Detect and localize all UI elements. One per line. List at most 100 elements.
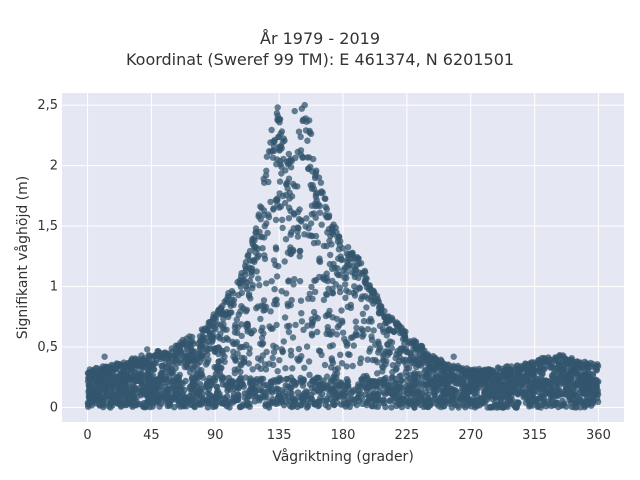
data-point: [196, 381, 204, 388]
data-point: [333, 331, 341, 338]
data-point: [318, 221, 325, 228]
data-point: [435, 362, 442, 369]
data-point: [551, 376, 558, 384]
data-point: [370, 327, 377, 334]
data-point: [294, 355, 301, 362]
data-point: [318, 397, 326, 404]
data-point: [177, 379, 184, 387]
data-point: [101, 393, 109, 401]
data-point: [583, 378, 590, 386]
data-point: [581, 403, 588, 411]
data-point: [132, 356, 140, 364]
data-point: [236, 403, 244, 411]
data-point: [296, 206, 303, 213]
data-point: [343, 363, 350, 370]
data-point: [266, 323, 273, 330]
data-point: [142, 364, 149, 371]
data-point: [296, 253, 303, 260]
data-point: [543, 403, 550, 410]
data-point: [322, 195, 329, 202]
data-point: [116, 384, 123, 391]
data-point: [204, 351, 211, 358]
data-point: [206, 391, 213, 398]
data-point: [238, 289, 245, 297]
data-point: [364, 326, 372, 333]
data-point: [450, 353, 457, 360]
data-point: [304, 389, 311, 396]
data-point: [398, 377, 405, 384]
data-point: [323, 291, 331, 298]
data-point: [150, 391, 157, 398]
data-point: [257, 216, 264, 223]
data-point: [473, 371, 480, 378]
x-tick-label: 0: [83, 428, 91, 443]
data-point: [403, 377, 411, 384]
data-point: [272, 216, 280, 224]
data-point: [248, 272, 255, 279]
data-point: [578, 398, 585, 406]
data-point: [199, 336, 207, 343]
data-point: [242, 308, 250, 315]
data-point: [524, 377, 531, 384]
data-point: [317, 189, 325, 197]
data-point: [288, 384, 295, 392]
data-point: [276, 190, 283, 197]
data-point: [445, 387, 453, 394]
data-point: [321, 361, 329, 369]
data-point: [285, 150, 292, 158]
data-point: [297, 297, 305, 304]
data-point: [87, 382, 94, 389]
data-point: [135, 363, 142, 370]
data-point: [268, 278, 275, 285]
data-point: [322, 276, 329, 283]
data-point: [177, 339, 184, 346]
data-point: [252, 244, 259, 251]
data-point: [287, 250, 294, 257]
data-point: [284, 300, 291, 307]
x-tick-label: 360: [586, 428, 611, 443]
data-point: [565, 380, 572, 387]
data-point: [267, 148, 274, 155]
data-point: [99, 363, 107, 370]
data-point: [308, 322, 316, 329]
data-point: [85, 403, 92, 410]
data-point: [297, 401, 304, 409]
data-point: [312, 288, 319, 296]
data-point: [274, 104, 281, 111]
data-point: [274, 196, 281, 203]
y-tick-label: 0: [50, 400, 58, 415]
data-point: [298, 310, 305, 317]
data-point: [425, 391, 432, 398]
data-point: [276, 357, 283, 364]
data-point: [336, 321, 343, 329]
data-point: [560, 401, 567, 408]
data-point: [332, 281, 339, 288]
data-point: [380, 376, 388, 383]
data-point: [442, 382, 450, 389]
data-point: [294, 389, 302, 396]
data-point: [270, 361, 277, 368]
data-point: [224, 385, 232, 392]
data-point: [309, 295, 316, 303]
data-point: [366, 348, 373, 355]
data-point: [308, 211, 315, 218]
data-point: [385, 326, 392, 334]
y-axis-title: Signifikant våghöjd (m): [14, 176, 31, 339]
data-point: [245, 388, 252, 396]
data-point: [263, 220, 270, 227]
data-point: [225, 289, 232, 297]
data-point: [403, 348, 410, 356]
data-point: [278, 163, 285, 171]
data-point: [153, 395, 160, 403]
data-point: [425, 403, 432, 411]
data-point: [536, 363, 544, 371]
data-point: [312, 313, 319, 320]
data-point: [133, 386, 140, 393]
data-point: [297, 151, 305, 158]
data-point: [388, 339, 396, 346]
data-point: [517, 366, 525, 373]
data-point: [424, 384, 432, 391]
data-point: [151, 352, 158, 360]
data-point: [216, 335, 224, 342]
